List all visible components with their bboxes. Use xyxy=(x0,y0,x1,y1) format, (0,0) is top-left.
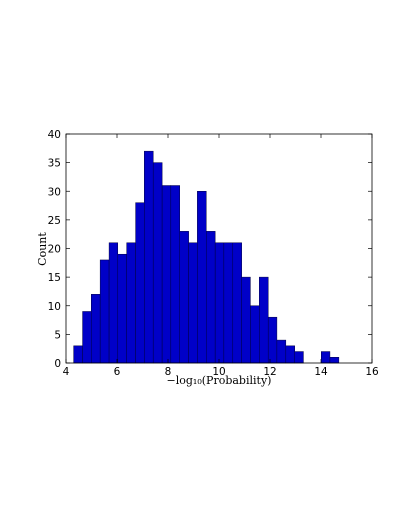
bar xyxy=(232,242,242,364)
bar xyxy=(188,242,198,364)
bar xyxy=(82,311,92,364)
bar xyxy=(117,253,127,364)
bar xyxy=(73,345,83,364)
y-tick-label: 40 xyxy=(48,129,61,141)
bar xyxy=(294,351,304,364)
axes-box xyxy=(65,133,373,364)
x-tick-label: 8 xyxy=(165,366,172,378)
bar xyxy=(241,276,251,364)
x-tick-label: 12 xyxy=(263,366,276,378)
x-tick-label: 14 xyxy=(314,366,328,378)
y-tick-label: 30 xyxy=(48,186,61,198)
bar xyxy=(276,339,287,364)
bar xyxy=(206,231,216,364)
y-tick-label: 10 xyxy=(48,301,61,313)
bar xyxy=(152,162,163,364)
x-tick-label: 10 xyxy=(212,366,225,378)
bar xyxy=(90,294,101,364)
bar xyxy=(126,242,136,364)
bar xyxy=(170,185,180,364)
bar xyxy=(250,305,260,364)
bar xyxy=(259,276,269,364)
bar xyxy=(329,357,340,364)
bar xyxy=(321,351,331,364)
bar xyxy=(108,242,119,364)
bar xyxy=(223,242,234,364)
y-tick-label: 35 xyxy=(48,158,61,170)
bar xyxy=(267,316,278,364)
bar xyxy=(197,191,207,364)
y-tick-label: 20 xyxy=(48,244,61,256)
y-tick-label: 15 xyxy=(48,272,61,284)
bar xyxy=(161,185,172,364)
y-tick-label: 5 xyxy=(54,329,61,341)
y-axis-label: Count xyxy=(36,232,49,266)
x-axis-label: −log₁₀(Probability) xyxy=(167,374,272,387)
bar xyxy=(285,345,295,364)
bar xyxy=(144,150,154,364)
y-tick-label: 0 xyxy=(54,358,61,370)
bar xyxy=(99,259,110,364)
x-tick-label: 6 xyxy=(114,366,121,378)
x-tick-label: 4 xyxy=(63,366,70,378)
y-tick-label: 25 xyxy=(48,215,61,227)
x-tick-label: 16 xyxy=(365,366,379,378)
bar xyxy=(179,231,189,364)
bar xyxy=(135,202,145,364)
bar xyxy=(214,242,225,364)
